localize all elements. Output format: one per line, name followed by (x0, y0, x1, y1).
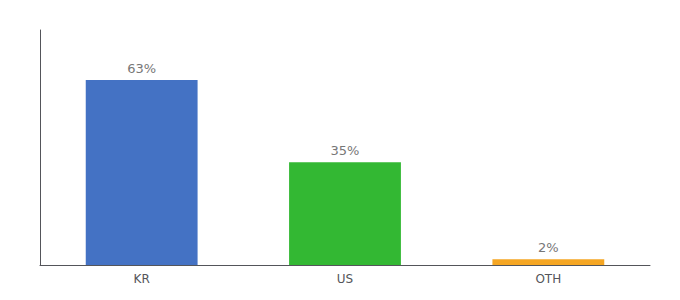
svg-text:35%: 35% (331, 143, 360, 158)
svg-text:2%: 2% (538, 240, 559, 255)
svg-text:KR: KR (134, 272, 150, 286)
svg-text:OTH: OTH (535, 272, 561, 286)
svg-text:US: US (337, 272, 353, 286)
svg-text:63%: 63% (127, 61, 156, 76)
